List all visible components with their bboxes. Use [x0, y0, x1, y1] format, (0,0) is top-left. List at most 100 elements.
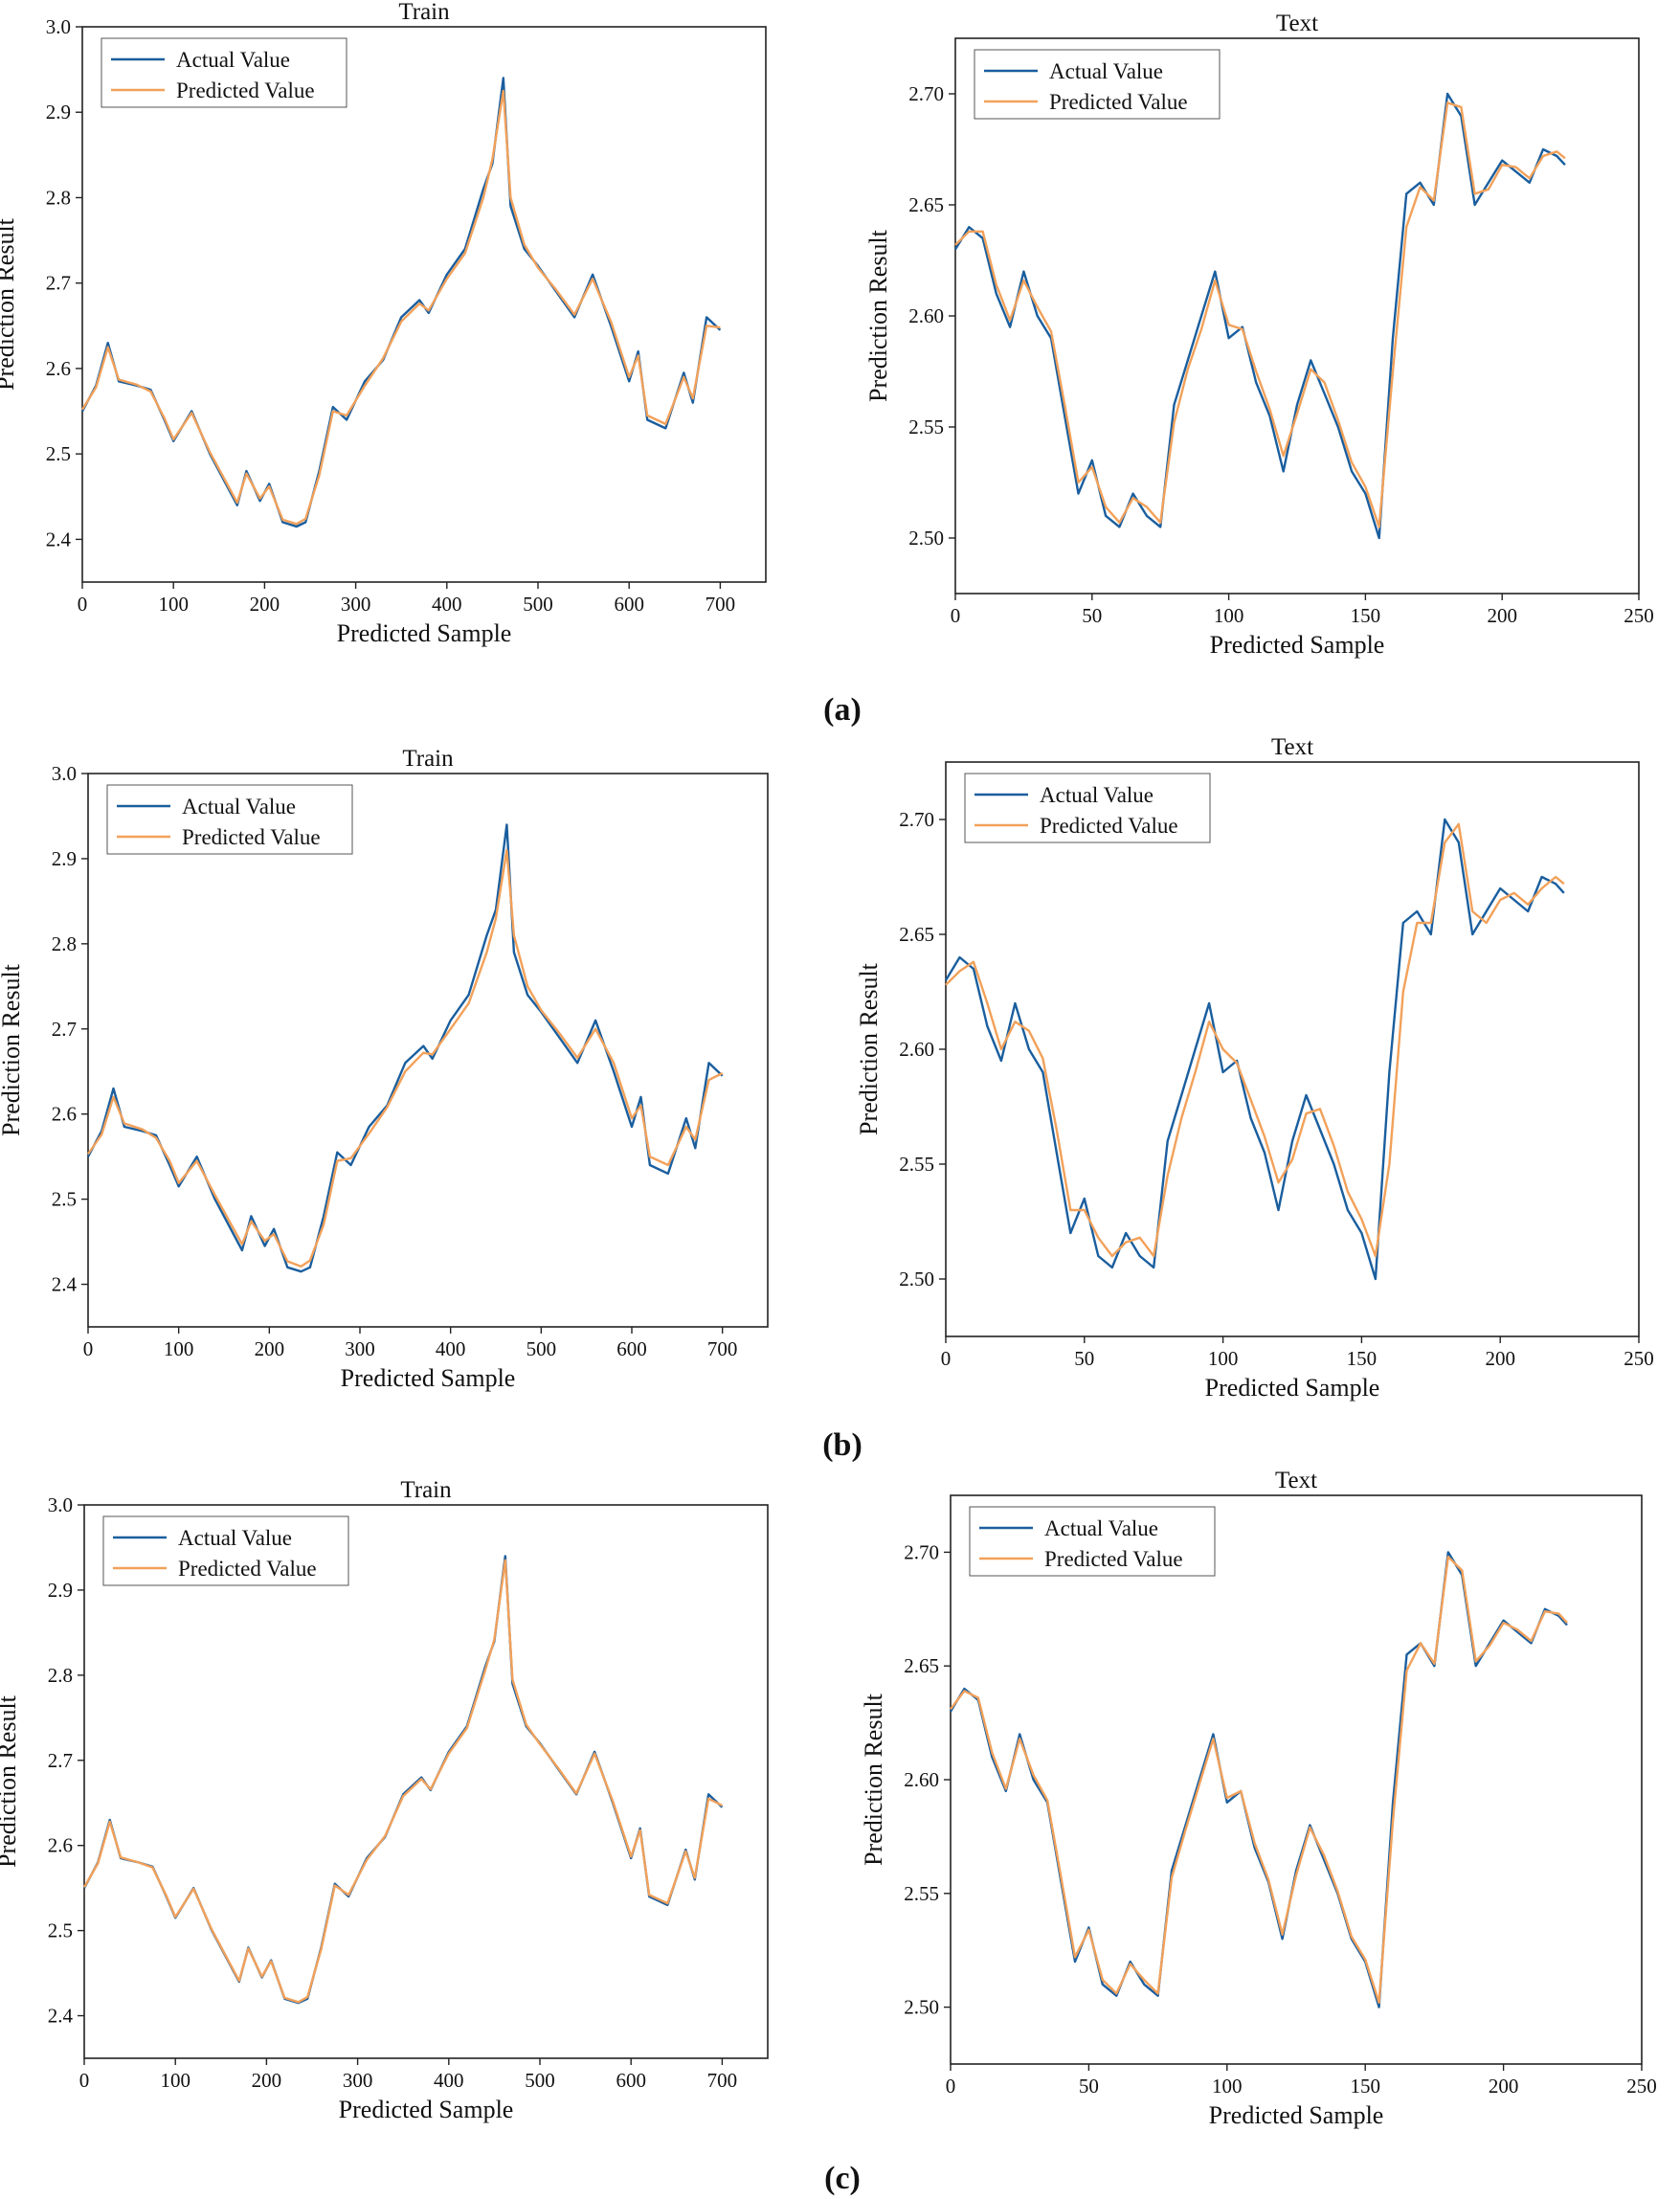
- panel-label-c: (c): [824, 2161, 861, 2196]
- legend-box: [964, 773, 1211, 843]
- plot-frame: [81, 26, 767, 583]
- legend-entry: Predicted Value: [176, 79, 315, 102]
- x-tick-label: 600: [616, 1337, 647, 1360]
- y-tick-label: 2.9: [52, 847, 77, 870]
- chart-1: Train 0 100 200 300 400 500 600 700 2.4 2.5 2.6 2.7 2…: [0, 0, 767, 647]
- y-tick-label: 2.6: [52, 1103, 77, 1126]
- y-tick-label: 2.8: [46, 186, 71, 209]
- y-tick-label: 2.6: [48, 1834, 73, 1857]
- predicted-value-line: [945, 822, 1565, 1258]
- chart-title: Train: [398, 0, 450, 25]
- x-tick-label: 700: [707, 1337, 738, 1360]
- x-tick-label: 250: [1624, 1347, 1654, 1370]
- y-tick-label: 2.65: [899, 923, 934, 946]
- legend-entry: Actual Value: [1044, 1516, 1158, 1540]
- plot-frame: [950, 1494, 1643, 2065]
- x-axis-label: Predicted Sample: [339, 2096, 514, 2123]
- predicted-value-line: [80, 89, 721, 526]
- x-tick-label: 250: [1624, 604, 1654, 627]
- x-tick-label: 200: [255, 1337, 285, 1360]
- y-axis-label: Prediction Result: [0, 963, 25, 1136]
- y-tick-label: 2.70: [899, 808, 934, 831]
- x-tick-label: 0: [946, 2075, 956, 2098]
- y-tick-label: 2.55: [904, 1882, 939, 1905]
- y-tick-label: 2.6: [46, 357, 71, 380]
- x-tick-label: 200: [1485, 1347, 1515, 1370]
- x-tick-label: 0: [78, 593, 88, 616]
- legend-entry: Actual Value: [1049, 59, 1163, 83]
- plot-frame: [87, 773, 769, 1328]
- x-tick-label: 500: [523, 593, 553, 616]
- x-axis-label: Predicted Sample: [341, 1364, 516, 1392]
- x-tick-label: 700: [706, 593, 736, 616]
- chart-title: Text: [1271, 734, 1313, 760]
- y-tick-label: 2.70: [908, 82, 944, 105]
- x-tick-label: 50: [1082, 604, 1102, 627]
- y-tick-label: 3.0: [48, 1493, 73, 1516]
- y-tick-label: 2.60: [904, 1768, 939, 1791]
- x-tick-label: 200: [252, 2069, 282, 2092]
- legend-entry: Actual Value: [176, 48, 290, 72]
- legend-entry: Predicted Value: [1044, 1547, 1183, 1571]
- actual-value-line: [86, 823, 724, 1273]
- x-tick-label: 0: [79, 2069, 90, 2092]
- legend-entry: Actual Value: [178, 1526, 292, 1550]
- x-tick-label: 200: [250, 593, 280, 616]
- actual-value-line: [944, 818, 1565, 1281]
- x-tick-label: 400: [436, 1337, 466, 1360]
- y-axis-label: Prediction Result: [0, 1694, 21, 1868]
- y-tick-label: 2.4: [48, 2005, 74, 2028]
- chart-title: Train: [400, 1477, 452, 1503]
- x-tick-label: 400: [434, 2069, 464, 2092]
- predicted-value-line: [82, 1559, 723, 2004]
- chart-4: Text 0 50 100 150 200 250 2.50 2.55 2.60 2.65 2.70 P…: [855, 734, 1654, 1402]
- legend-entry: Predicted Value: [178, 1557, 317, 1581]
- legend-entry: Predicted Value: [182, 825, 321, 849]
- x-axis-label: Predicted Sample: [1209, 2101, 1384, 2129]
- x-tick-label: 250: [1626, 2075, 1657, 2098]
- legend-box: [974, 49, 1221, 120]
- x-tick-label: 300: [343, 2069, 373, 2092]
- y-tick-label: 2.4: [46, 527, 72, 550]
- y-tick-label: 2.55: [899, 1153, 934, 1176]
- x-tick-label: 100: [1208, 1347, 1239, 1370]
- y-axis-label: Prediction Result: [864, 229, 892, 402]
- legend-box: [106, 784, 353, 855]
- actual-value-line: [953, 92, 1566, 540]
- x-tick-label: 100: [1212, 2075, 1243, 2098]
- x-tick-label: 150: [1351, 604, 1381, 627]
- x-tick-label: 200: [1489, 2075, 1519, 2098]
- actual-value-line: [82, 1555, 724, 2005]
- x-tick-label: 100: [164, 1337, 194, 1360]
- legend-entry: Predicted Value: [1040, 814, 1178, 838]
- x-tick-label: 600: [616, 2069, 646, 2092]
- legend-box: [101, 37, 347, 108]
- x-tick-label: 600: [614, 593, 644, 616]
- y-tick-label: 2.7: [52, 1018, 77, 1041]
- chart-6: Text 0 50 100 150 200 250 2.50 2.55 2.60 2.65 2.70 P…: [860, 1468, 1657, 2129]
- y-tick-label: 2.65: [904, 1654, 939, 1677]
- x-tick-label: 300: [345, 1337, 375, 1360]
- y-tick-label: 3.0: [52, 762, 77, 785]
- x-tick-label: 100: [1214, 604, 1244, 627]
- y-tick-label: 2.8: [48, 1664, 73, 1687]
- y-tick-label: 2.55: [908, 415, 944, 438]
- actual-value-line: [80, 77, 722, 528]
- x-tick-label: 400: [432, 593, 462, 616]
- x-tick-label: 0: [941, 1347, 952, 1370]
- chart-title: Train: [402, 746, 454, 772]
- x-tick-label: 700: [707, 2069, 738, 2092]
- x-tick-label: 150: [1350, 2075, 1380, 2098]
- plot-frame: [83, 1504, 769, 2059]
- x-axis-label: Predicted Sample: [337, 619, 512, 647]
- x-tick-label: 0: [951, 604, 961, 627]
- y-tick-label: 2.70: [904, 1540, 939, 1563]
- chart-title: Text: [1275, 1468, 1317, 1493]
- legend-entry: Actual Value: [1040, 783, 1154, 807]
- chart-5: Train 0 100 200 300 400 500 600 700 2.4 2.5 2.6 2.7 2…: [0, 1477, 769, 2123]
- predicted-value-line: [954, 101, 1566, 528]
- y-tick-label: 3.0: [46, 15, 71, 38]
- predicted-value-line: [87, 848, 724, 1268]
